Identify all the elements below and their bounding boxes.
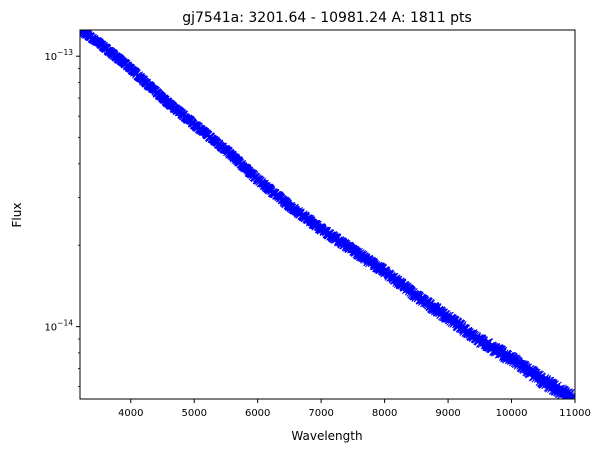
data-points [80, 30, 577, 407]
data-point [567, 398, 575, 399]
x-tick-label: 7000 [308, 408, 333, 419]
x-axis-label: Wavelength [291, 429, 362, 443]
axes: 4000 5000 6000 7000 8000 9000 10000 11000 10−14 1… [44, 48, 590, 419]
chart-title: gj7541a: 3201.64 - 10981.24 A: 1811 pts [182, 10, 472, 26]
x-tick-label: 11000 [559, 408, 591, 419]
data-point [570, 400, 577, 407]
plot-area [80, 30, 577, 407]
x-tick-label: 4000 [118, 408, 143, 419]
data-point [569, 391, 575, 399]
y-axis-label: Flux [10, 203, 24, 228]
data-point [569, 398, 572, 399]
x-tick-label: 10000 [496, 408, 528, 419]
y-tick-label: 10−13 [44, 48, 73, 63]
y-tick-label: 10−14 [44, 319, 73, 334]
data-point [570, 400, 577, 407]
x-tick-label: 6000 [245, 408, 270, 419]
x-tick-label: 8000 [372, 408, 397, 419]
plot-frame [79, 29, 576, 400]
x-tick-label: 5000 [182, 408, 207, 419]
x-tick-label: 9000 [435, 408, 460, 419]
